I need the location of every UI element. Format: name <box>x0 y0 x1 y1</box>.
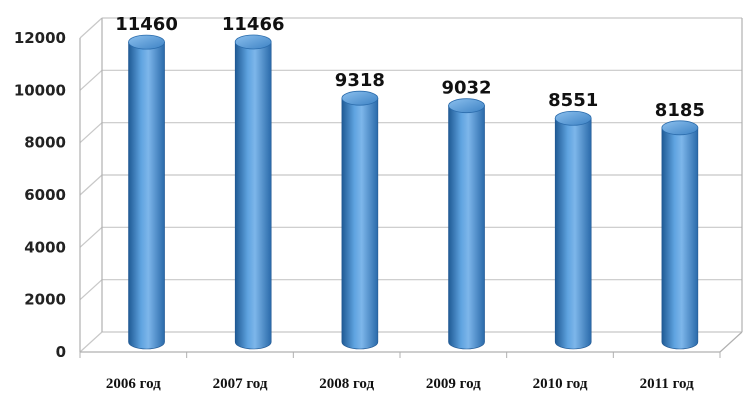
x-tick-label: 2009 год <box>426 376 481 392</box>
y-axis-tick-labels: 0 2000 4000 6000 8000 10000 12000 <box>14 29 66 361</box>
data-label: 11460 <box>115 14 178 35</box>
bar-body <box>128 41 165 350</box>
x-tick-label: 2010 год <box>533 376 588 392</box>
data-label: 9032 <box>441 78 491 99</box>
bar-body <box>448 105 485 350</box>
bar <box>341 90 379 350</box>
y-tick-label: 8000 <box>24 134 66 152</box>
bar-body <box>341 97 379 350</box>
gridline-depth <box>79 174 103 196</box>
axes <box>79 18 743 358</box>
bar-top <box>448 98 485 114</box>
gridline-depth <box>79 17 103 39</box>
bar-top <box>554 110 592 126</box>
bar-body <box>554 117 592 350</box>
gridline-depth <box>79 279 103 301</box>
bars <box>128 34 699 350</box>
bar-body <box>661 127 699 350</box>
bar-top <box>661 120 699 136</box>
x-tick-label: 2008 год <box>319 376 374 392</box>
data-label: 8185 <box>655 100 705 121</box>
bar <box>128 34 165 350</box>
x-tick-label: 2006 год <box>106 376 161 392</box>
y-tick-label: 4000 <box>24 238 66 256</box>
y-tick-label: 0 <box>56 343 66 361</box>
gridline-depth <box>79 122 103 144</box>
data-label: 8551 <box>548 90 598 111</box>
data-label: 9318 <box>335 70 385 91</box>
bar-top <box>234 34 272 50</box>
bar <box>234 34 272 350</box>
y-tick-label: 2000 <box>24 291 66 309</box>
gridlines <box>79 17 742 353</box>
bar <box>448 98 485 350</box>
floor-right-edge <box>719 331 743 353</box>
gridline-depth <box>79 226 103 248</box>
bar-top <box>128 34 165 50</box>
data-label: 11466 <box>222 14 285 35</box>
x-axis-tick-labels: 2006 год 2007 год 2008 год 2009 год 2010 год… <box>106 376 694 392</box>
x-tick-label: 2011 год <box>640 376 694 392</box>
y-tick-label: 10000 <box>14 81 66 99</box>
bar <box>661 120 699 350</box>
y-tick-label: 6000 <box>24 186 66 204</box>
y-tick-label: 12000 <box>14 29 66 47</box>
gridline-depth <box>79 331 103 353</box>
x-tick-label: 2007 год <box>213 376 268 392</box>
bar-body <box>234 41 272 350</box>
bar <box>554 110 592 350</box>
bar-top <box>341 90 379 106</box>
data-labels: 11460 11466 9318 9032 8551 8185 <box>115 14 705 121</box>
gridline-depth <box>79 69 103 91</box>
